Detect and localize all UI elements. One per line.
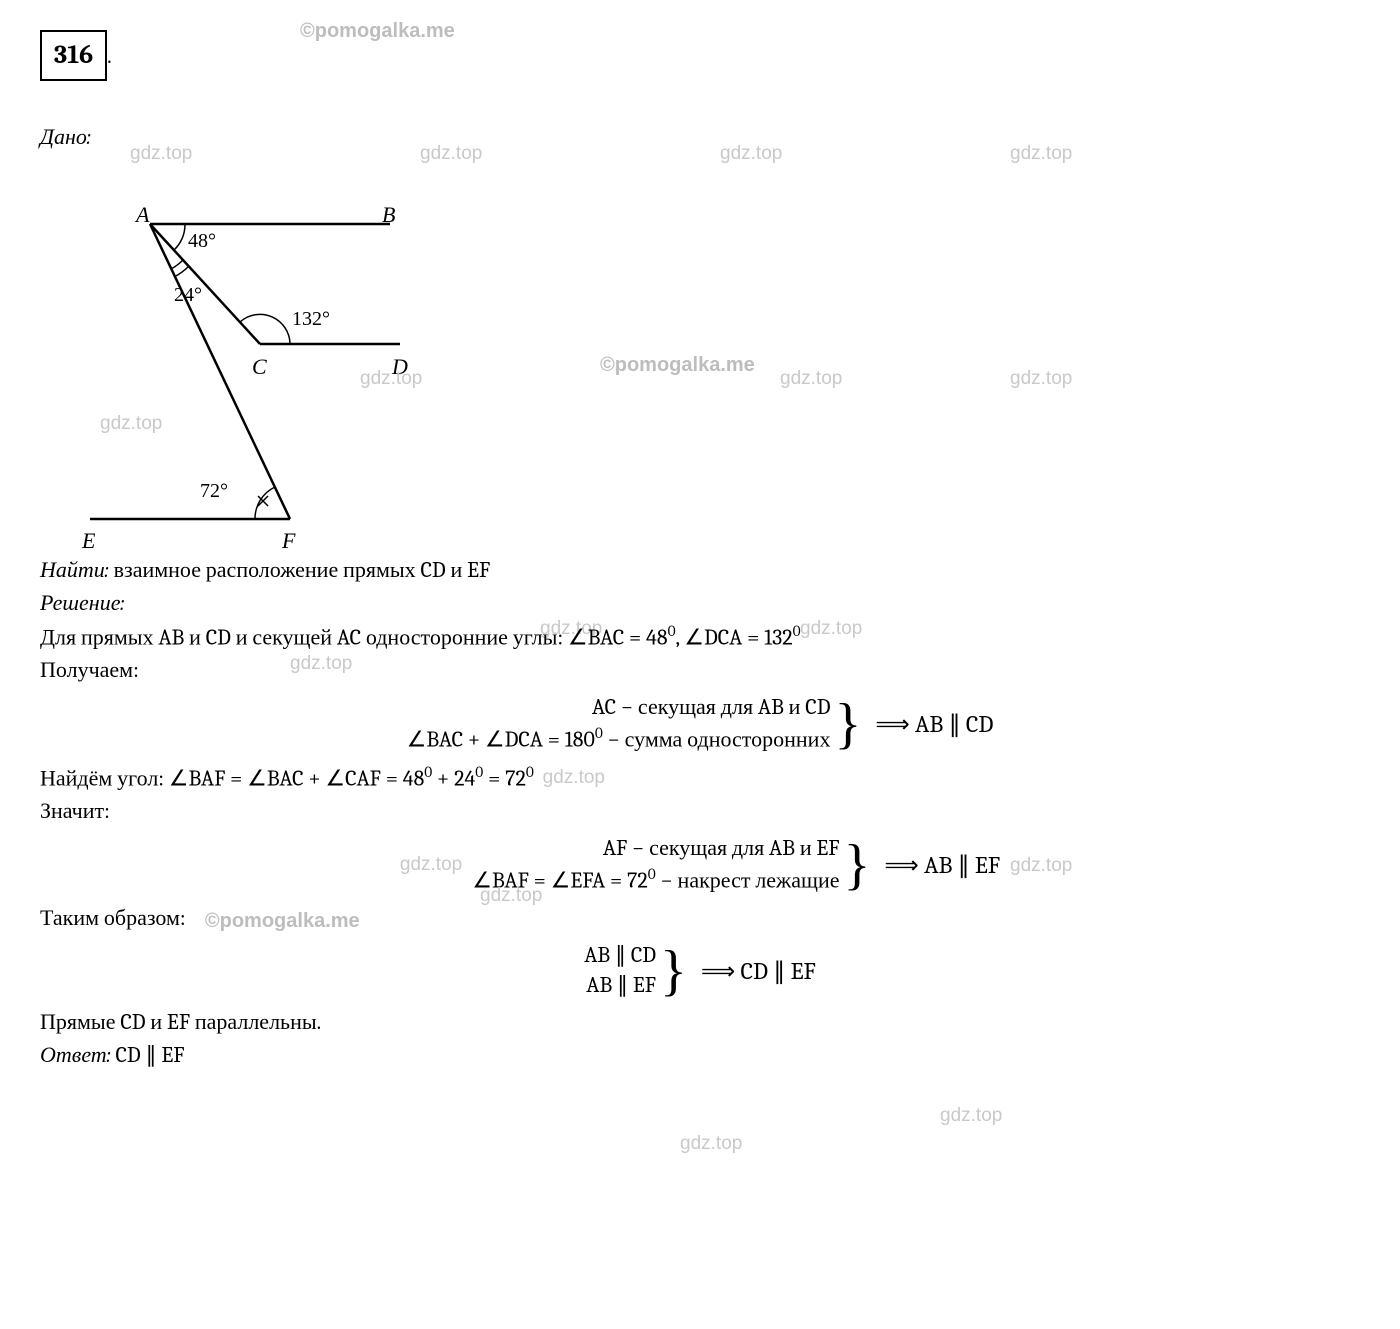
point-e: E <box>82 524 95 557</box>
b2-l2b: − накрест лежащие <box>656 867 840 893</box>
math-block-3: AB ∥ CD AB ∥ EF } ⟹ CD ∥ EF <box>40 941 1360 1000</box>
conclusion-text: Прямые CD и EF параллельны. <box>40 1009 321 1035</box>
b1-l2b: − сумма односторонних <box>603 726 831 752</box>
b3-l1: AB ∥ CD <box>584 941 656 971</box>
given-label: Дано: <box>40 124 91 150</box>
wm-gdz-17: gdz.top <box>680 1130 742 1159</box>
point-c: C <box>252 350 267 383</box>
implies-1: ⟹ AB ∥ CD <box>875 706 993 742</box>
sol-l3c: = 72 <box>483 765 526 791</box>
find-section: Найти: взаимное расположение прямых CD и… <box>40 554 1360 587</box>
wm-gdz-7: gdz.top <box>1010 365 1072 394</box>
deg-7: 0 <box>648 865 656 883</box>
angle-132: 132° <box>292 304 330 334</box>
given-section: Дано: <box>40 121 1360 154</box>
answer-row: Ответ: CD ∥ EF <box>40 1039 1360 1072</box>
point-a: A <box>136 198 149 231</box>
implies-3: ⟹ CD ∥ EF <box>701 953 816 989</box>
solution-line-4: Значит: <box>40 795 1360 828</box>
answer-label: Ответ: <box>40 1042 111 1068</box>
sol-l4: Значит: <box>40 798 110 824</box>
point-d: D <box>392 350 408 383</box>
problem-header: 316. <box>40 30 1360 81</box>
point-b: B <box>382 198 395 231</box>
brace-2: } <box>840 840 875 890</box>
sol-l3b: + 24 <box>432 765 475 791</box>
deg-6: 0 <box>526 763 534 781</box>
brace-3: } <box>656 946 691 996</box>
sol-l2: Получаем: <box>40 657 139 683</box>
problem-number-dot: . <box>107 43 112 69</box>
sol-l3a: Найдём угол: ∠BAF = ∠BAC + ∠CAF = 48 <box>40 765 424 791</box>
solution-line-2: Получаем: <box>40 654 1360 687</box>
deg-2: 0 <box>793 622 801 640</box>
deg-3: 0 <box>595 724 603 742</box>
sol-l1b: ∠BAC = 48 <box>568 624 668 650</box>
math-block-2: gdz.top AF − секущая для AB и EF ∠BAF = … <box>40 834 1360 896</box>
page-container: ©pomogalka.me 316. Дано: gdz.top gdz.top… <box>40 30 1360 1072</box>
b1-l1: AC − секущая для AB и CD <box>407 693 831 723</box>
wm-pomogalka-2: ©pomogalka.me <box>600 350 755 380</box>
b1-l2a: ∠BAC + ∠DCA = 180 <box>407 726 595 752</box>
geometry-diagram: A B C D E F 48° 24° 132° 72° <box>60 164 440 554</box>
solution-line-1: Для прямых AB и CD и секущей AC одностор… <box>40 620 1360 654</box>
conclusion-row: Прямые CD и EF параллельны. <box>40 1006 1360 1039</box>
angle-72: 72° <box>200 476 228 506</box>
b2-l2: ∠BAF = ∠EFA = 720 − накрест лежащие <box>472 864 839 896</box>
angle-24: 24° <box>174 280 202 310</box>
problem-number: 316 <box>40 30 107 81</box>
b2-l2a: ∠BAF = ∠EFA = 72 <box>472 867 648 893</box>
angle-48: 48° <box>188 226 216 256</box>
deg-1: 0 <box>668 622 676 640</box>
find-text: взаимное расположение прямых CD и EF <box>114 557 491 583</box>
point-f: F <box>282 524 295 557</box>
find-label: Найти: <box>40 557 109 583</box>
wm-gdz-12: gdz.top <box>543 767 605 788</box>
wm-gdz-6: gdz.top <box>780 365 842 394</box>
answer-text: CD ∥ EF <box>116 1042 185 1068</box>
wm-pomogalka-3: ©pomogalka.me <box>205 910 360 932</box>
sol-l1a: Для прямых AB и CD и секущей AC одностор… <box>40 624 568 650</box>
solution-line-5: Таким образом: ©pomogalka.me <box>40 902 1360 935</box>
brace-1: } <box>830 699 865 749</box>
b3-l2: AB ∥ EF <box>584 971 656 1001</box>
implies-2: ⟹ AB ∥ EF <box>884 847 1000 883</box>
sol-l1c: , ∠DCA = 132 <box>676 624 793 650</box>
wm-gdz-15: gdz.top <box>400 851 462 880</box>
solution-label: Решение: <box>40 590 124 616</box>
solution-label-row: Решение: <box>40 587 1360 620</box>
deg-4: 0 <box>424 763 432 781</box>
wm-gdz-16: gdz.top <box>940 1102 1002 1131</box>
sol-l5: Таким образом: <box>40 905 186 931</box>
solution-line-3: Найдём угол: ∠BAF = ∠BAC + ∠CAF = 480 + … <box>40 761 1360 795</box>
math-block-1: AC − секущая для AB и CD ∠BAC + ∠DCA = 1… <box>40 693 1360 755</box>
b2-l1: AF − секущая для AB и EF <box>472 834 839 864</box>
b1-l2: ∠BAC + ∠DCA = 1800 − сумма односторонних <box>407 723 831 755</box>
